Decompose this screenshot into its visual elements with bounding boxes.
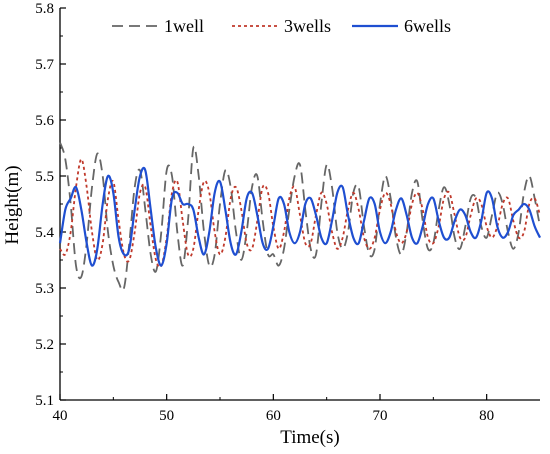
series-line-3wells <box>59 158 541 269</box>
y-tick-label: 5.1 <box>35 393 54 409</box>
plot-area: 40 50 60 70 80 5.1 5.2 5.3 5.4 5.5 5.6 5.7 5.8 1well 3… <box>35 1 541 424</box>
y-tick-label: 5.2 <box>35 337 54 353</box>
y-tick-label: 5.7 <box>35 57 54 73</box>
y-tick-label: 5.6 <box>35 113 54 129</box>
x-tick-label: 70 <box>373 408 388 424</box>
y-tick-label: 5.5 <box>35 169 54 185</box>
x-axis-title: Time(s) <box>280 427 339 448</box>
x-tick-label: 60 <box>266 408 281 424</box>
y-tick-label: 5.4 <box>35 225 54 241</box>
x-tick-label: 80 <box>479 408 494 424</box>
legend-label-3wells: 3wells <box>284 16 331 36</box>
series-line-1well <box>59 142 541 292</box>
legend-label-1well: 1well <box>164 16 204 36</box>
y-axis-title: Height(m) <box>2 165 23 244</box>
legend-label-6wells: 6wells <box>404 16 451 36</box>
x-tick-label: 40 <box>53 408 68 424</box>
series-line-6wells <box>58 166 541 267</box>
y-tick-label: 5.3 <box>35 281 54 297</box>
y-tick-label: 5.8 <box>35 1 54 17</box>
x-tick-label: 50 <box>159 408 174 424</box>
